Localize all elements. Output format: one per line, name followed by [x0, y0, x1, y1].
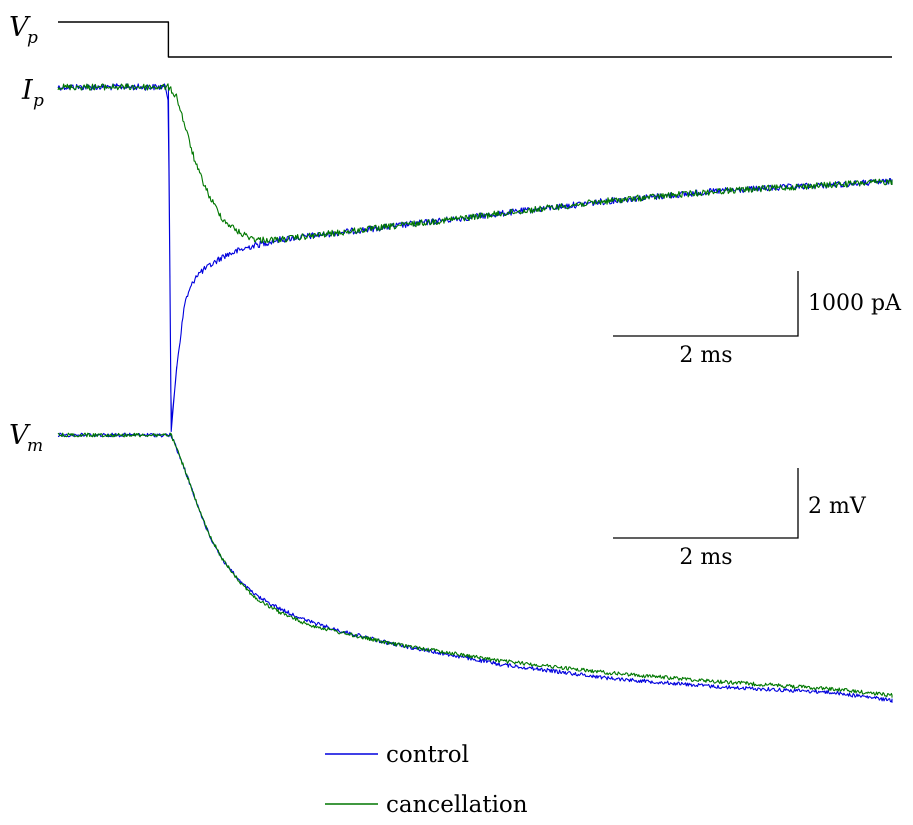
- legend-entry-cancellation: cancellation: [325, 792, 528, 818]
- vm-scale-time-label: 2 ms: [679, 545, 732, 570]
- vm-trace-control: [57, 432, 893, 703]
- legend-label-cancellation: cancellation: [386, 792, 528, 818]
- ip-scale-bar-lines: [613, 271, 799, 337]
- ip-scale-time-label: 2 ms: [679, 343, 732, 368]
- ip-scale-amp-label: 1000 pA: [808, 291, 902, 316]
- vm-scale-bar: 2 mV 2 ms: [613, 468, 867, 570]
- vp-panel-label: V p: [9, 12, 38, 48]
- vp-trace-command: [58, 21, 892, 58]
- ip-scale-bar: 1000 pA 2 ms: [613, 271, 902, 368]
- legend-entry-control: control: [325, 742, 469, 768]
- vp-label-subscript: p: [27, 28, 38, 48]
- vm-label-subscript: m: [27, 436, 43, 456]
- ip-trace-control: [57, 83, 893, 433]
- vm-panel-label: V m: [9, 420, 43, 456]
- ip-trace-cancellation: [57, 83, 893, 244]
- trace-layer: [57, 21, 893, 703]
- vp-label-main: V: [9, 12, 31, 43]
- ip-label-subscript: p: [33, 91, 44, 111]
- vm-scale-bar-lines: [613, 468, 799, 539]
- vm-scale-amp-label: 2 mV: [808, 494, 867, 519]
- ip-label-main: I: [21, 75, 34, 106]
- vm-trace-cancellation: [57, 432, 893, 698]
- ip-panel-label: I p: [21, 75, 44, 111]
- legend: control cancellation: [325, 742, 528, 818]
- legend-label-control: control: [386, 742, 469, 768]
- vm-label-main: V: [9, 420, 31, 451]
